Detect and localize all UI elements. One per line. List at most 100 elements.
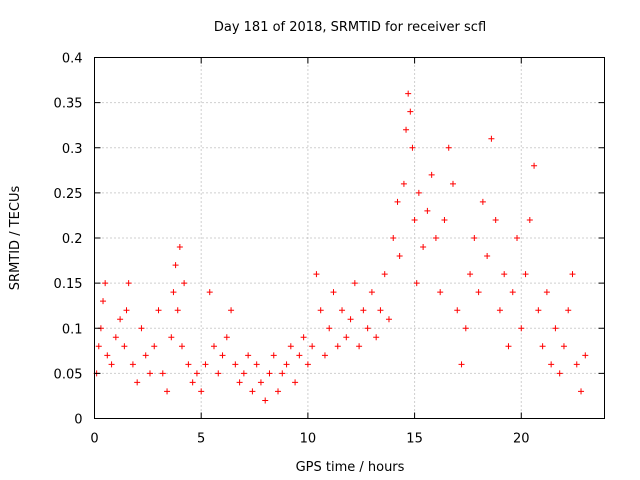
- y-tick-label: 0.35: [54, 97, 83, 112]
- data-point: [407, 108, 414, 115]
- data-point: [108, 361, 115, 368]
- data-point: [168, 334, 175, 341]
- data-point: [313, 271, 320, 278]
- data-point: [159, 370, 166, 377]
- data-point: [309, 343, 316, 350]
- data-point: [296, 352, 303, 359]
- data-point: [181, 280, 188, 287]
- data-point: [356, 343, 363, 350]
- data-points: [93, 90, 589, 404]
- data-point: [409, 144, 416, 151]
- chart-title: Day 181 of 2018, SRMTID for receiver scf…: [214, 20, 486, 35]
- data-point: [142, 352, 149, 359]
- data-point: [228, 307, 235, 314]
- y-tick-label: 0.25: [54, 187, 83, 202]
- data-point: [223, 334, 230, 341]
- data-point: [270, 352, 277, 359]
- data-point: [405, 90, 412, 97]
- data-point: [266, 370, 273, 377]
- data-point: [496, 307, 503, 314]
- data-point: [232, 361, 239, 368]
- data-point: [381, 271, 388, 278]
- data-point: [484, 253, 491, 260]
- data-point: [458, 361, 465, 368]
- data-point: [420, 244, 427, 251]
- data-point: [123, 307, 130, 314]
- data-point: [479, 198, 486, 205]
- data-point: [573, 361, 580, 368]
- x-tick-label: 10: [300, 432, 317, 447]
- data-point: [117, 316, 124, 323]
- data-point: [526, 216, 533, 223]
- data-point: [155, 307, 162, 314]
- data-point: [185, 361, 192, 368]
- data-point: [257, 379, 264, 386]
- data-point: [505, 343, 512, 350]
- data-point: [134, 379, 141, 386]
- y-tick-label: 0.1: [62, 322, 83, 337]
- data-point: [125, 280, 132, 287]
- data-point: [170, 289, 177, 296]
- data-point: [326, 325, 333, 332]
- x-axis-label: GPS time / hours: [296, 460, 405, 475]
- data-point: [565, 307, 572, 314]
- x-tick-label: 5: [197, 432, 205, 447]
- data-point: [287, 343, 294, 350]
- data-point: [249, 388, 256, 395]
- data-point: [467, 271, 474, 278]
- y-tick-label: 0: [74, 413, 82, 428]
- data-point: [556, 370, 563, 377]
- data-point: [321, 352, 328, 359]
- data-point: [317, 307, 324, 314]
- data-point: [445, 144, 452, 151]
- data-point: [373, 334, 380, 341]
- y-tick-label: 0.3: [62, 142, 83, 157]
- y-tick-label: 0.4: [62, 52, 83, 67]
- data-point: [368, 289, 375, 296]
- axis-ticks: 0 0.05 0.1 0.15 0.2 0.25 0.3 0.35 0.4 0 5 10 15 20: [54, 52, 605, 447]
- data-point: [501, 271, 508, 278]
- data-point: [531, 162, 538, 169]
- data-point: [403, 126, 410, 133]
- data-point: [198, 388, 205, 395]
- data-point: [240, 370, 247, 377]
- data-point: [275, 388, 282, 395]
- data-point: [492, 216, 499, 223]
- data-point: [475, 289, 482, 296]
- data-point: [454, 307, 461, 314]
- data-point: [283, 361, 290, 368]
- data-point: [415, 189, 422, 196]
- data-point: [364, 325, 371, 332]
- data-point: [292, 379, 299, 386]
- data-point: [262, 397, 269, 404]
- data-point: [253, 361, 260, 368]
- data-point: [543, 289, 550, 296]
- data-point: [578, 388, 585, 395]
- data-point: [560, 343, 567, 350]
- data-point: [347, 316, 354, 323]
- data-point: [548, 361, 555, 368]
- data-point: [300, 334, 307, 341]
- data-point: [330, 289, 337, 296]
- x-tick-label: 15: [406, 432, 423, 447]
- data-point: [215, 370, 222, 377]
- data-point: [343, 334, 350, 341]
- data-point: [146, 370, 153, 377]
- data-point: [202, 361, 209, 368]
- data-point: [360, 307, 367, 314]
- data-point: [432, 235, 439, 241]
- data-point: [339, 307, 346, 314]
- data-point: [304, 361, 311, 368]
- data-point: [535, 307, 542, 314]
- data-point: [539, 343, 546, 350]
- data-point: [206, 289, 213, 296]
- data-point: [138, 325, 145, 332]
- data-point: [351, 280, 358, 287]
- data-point: [178, 343, 185, 350]
- data-point: [279, 370, 286, 377]
- data-point: [424, 207, 431, 214]
- data-point: [151, 343, 158, 350]
- data-point: [385, 316, 392, 323]
- y-tick-label: 0.05: [54, 367, 83, 382]
- data-point: [449, 180, 456, 187]
